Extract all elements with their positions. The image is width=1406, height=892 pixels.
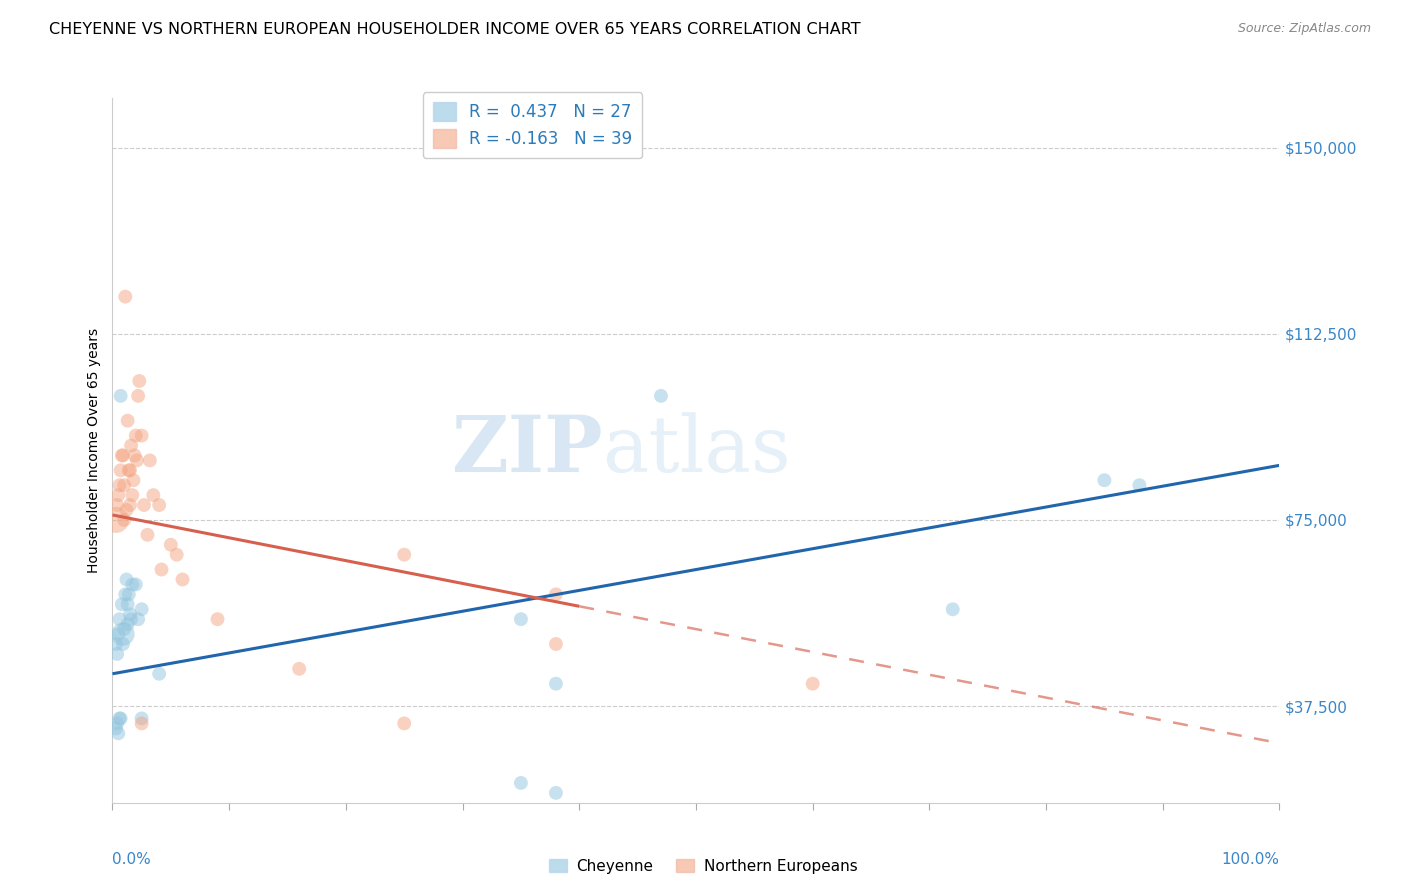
Point (105, 716, 128, 731)
Point (131, 716, 153, 731)
Point (127, 612, 149, 626)
Point (160, 538, 183, 552)
Point (150, 563, 173, 577)
Point (118, 587, 141, 601)
Point (121, 577, 143, 591)
Point (117, 414, 139, 428)
Point (125, 453, 148, 467)
Text: ZIP: ZIP (451, 412, 603, 489)
Point (131, 428, 153, 442)
Point (108, 612, 131, 626)
Point (136, 528, 159, 542)
Point (107, 488, 129, 502)
Point (111, 597, 134, 611)
Point (544, 786, 567, 800)
Point (107, 726, 129, 740)
Text: Source: ZipAtlas.com: Source: ZipAtlas.com (1237, 22, 1371, 36)
Point (112, 622, 135, 636)
Point (125, 577, 148, 591)
Point (394, 548, 416, 562)
Point (108, 478, 131, 492)
Point (108, 711, 131, 725)
Point (117, 617, 139, 632)
Point (509, 612, 531, 626)
Legend: Cheyenne, Northern Europeans: Cheyenne, Northern Europeans (543, 853, 863, 880)
Point (125, 428, 148, 442)
Point (105, 498, 128, 512)
Point (509, 776, 531, 790)
Point (112, 478, 135, 492)
Point (115, 503, 138, 517)
Point (394, 716, 416, 731)
Point (288, 662, 311, 676)
Point (118, 463, 141, 477)
Point (120, 612, 142, 626)
Point (117, 597, 139, 611)
Point (207, 612, 229, 626)
Point (104, 722, 127, 736)
Point (544, 637, 567, 651)
Point (110, 711, 132, 725)
Point (942, 602, 965, 616)
Point (544, 676, 567, 690)
Point (118, 498, 141, 512)
Point (166, 548, 188, 562)
Point (650, 389, 672, 403)
Point (127, 389, 149, 403)
Point (148, 498, 170, 512)
Point (128, 374, 150, 388)
Point (131, 711, 153, 725)
Text: 100.0%: 100.0% (1222, 852, 1279, 867)
Point (111, 449, 134, 463)
Point (148, 666, 170, 681)
Point (104, 637, 127, 651)
Point (115, 573, 138, 587)
Point (132, 498, 155, 512)
Point (111, 627, 134, 641)
Point (114, 290, 136, 304)
Point (120, 438, 142, 452)
Point (110, 389, 132, 403)
Point (104, 513, 127, 527)
Point (122, 473, 145, 487)
Point (114, 587, 136, 601)
Point (105, 647, 128, 661)
Point (112, 513, 135, 527)
Point (172, 573, 194, 587)
Legend: R =  0.437   N = 27, R = -0.163   N = 39: R = 0.437 N = 27, R = -0.163 N = 39 (423, 93, 643, 158)
Point (110, 463, 132, 477)
Point (801, 676, 824, 690)
Point (1128, 478, 1150, 492)
Y-axis label: Householder Income Over 65 years: Householder Income Over 65 years (87, 328, 101, 573)
Point (139, 453, 162, 467)
Point (142, 488, 165, 502)
Text: atlas: atlas (603, 413, 792, 488)
Point (121, 488, 143, 502)
Point (544, 587, 567, 601)
Text: CHEYENNE VS NORTHERN EUROPEAN HOUSEHOLDER INCOME OVER 65 YEARS CORRELATION CHART: CHEYENNE VS NORTHERN EUROPEAN HOUSEHOLDE… (49, 22, 860, 37)
Point (118, 463, 141, 477)
Point (111, 637, 134, 651)
Point (131, 602, 153, 616)
Point (118, 607, 141, 622)
Point (111, 449, 134, 463)
Point (124, 449, 146, 463)
Point (1094, 473, 1116, 487)
Point (107, 627, 129, 641)
Text: 0.0%: 0.0% (112, 852, 152, 867)
